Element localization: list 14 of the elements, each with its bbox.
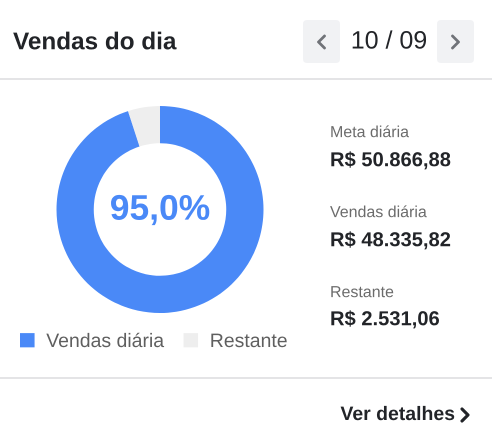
legend-label: Vendas diária (46, 332, 164, 348)
text: 95,0% (111, 194, 210, 226)
donut-slice (56, 106, 264, 313)
legend-label: Restante (211, 334, 287, 348)
text: R$ 50.866,88 (331, 151, 450, 170)
text: Vendas diária (330, 205, 427, 218)
donut-slice (128, 106, 160, 146)
text: 10 / 09 (352, 30, 426, 49)
text: Meta diária (331, 125, 410, 138)
chart-title: Vendas do dia (13, 32, 177, 50)
text: R$ 48.335,82 (331, 231, 450, 250)
text: Ver detalhes (340, 406, 454, 420)
text: R$ 2.531,06 (331, 310, 440, 328)
text: Restante (331, 286, 394, 298)
